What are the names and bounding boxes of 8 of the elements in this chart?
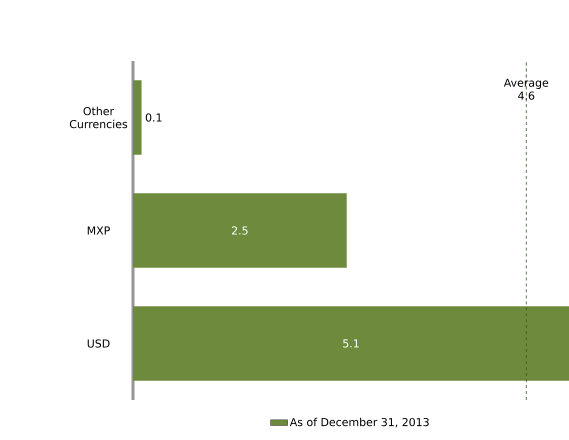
data-label: 5.1 [343,339,359,348]
y-tick-label: Other Currencies [70,106,128,128]
y-tick-label: MXP [88,226,110,234]
legend-label: As of December 31, 2013 [290,418,429,428]
data-label: 2.5 [232,226,248,235]
data-label: 0.1 [146,113,162,122]
y-tick-label: USD [88,339,110,348]
ref-line-label: Average 4.6 [504,78,548,100]
